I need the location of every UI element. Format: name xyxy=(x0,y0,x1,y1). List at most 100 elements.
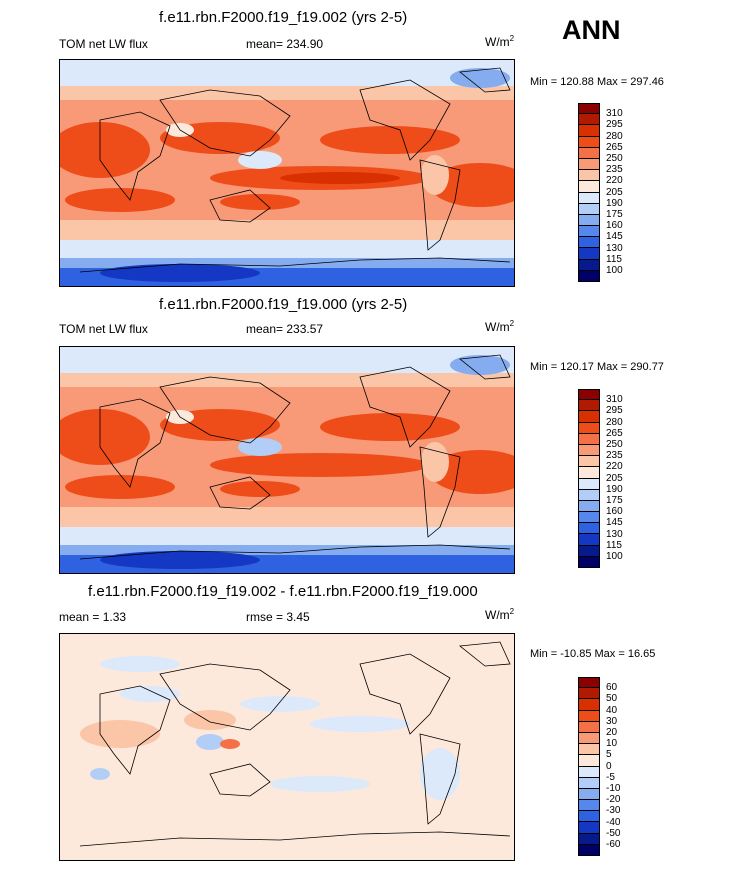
panel3-units: W/m2 xyxy=(485,607,515,622)
colorbar-segment xyxy=(578,777,600,789)
panel2-minmax: Min = 120.17 Max = 290.77 xyxy=(530,361,664,373)
colorbar-segment xyxy=(578,766,600,778)
colorbar-segment xyxy=(578,489,600,501)
panel2-units: W/m2 xyxy=(485,319,515,334)
colorbar-segment xyxy=(578,523,600,535)
colorbar-segment xyxy=(578,170,600,182)
colorbar-tick-label: 295 xyxy=(606,405,623,417)
panel2-colorbar xyxy=(578,389,600,568)
colorbar-segment xyxy=(578,744,600,756)
colorbar-segment xyxy=(578,444,600,457)
colorbar-tick-label: 310 xyxy=(606,394,623,406)
colorbar-segment xyxy=(578,822,600,834)
colorbar-tick-label: 10 xyxy=(606,738,618,750)
colorbar-tick-label: 130 xyxy=(606,528,623,540)
colorbar-segment xyxy=(578,411,600,423)
colorbar-segment xyxy=(578,125,600,137)
colorbar-segment xyxy=(578,534,600,546)
panel3-title: f.e11.rbn.F2000.f19_f19.002 - f.e11.rbn.… xyxy=(88,583,478,600)
colorbar-segment xyxy=(578,203,600,215)
colorbar-segment xyxy=(578,237,600,249)
colorbar-segment xyxy=(578,433,600,445)
panel1-title: f.e11.rbn.F2000.f19_f19.002 (yrs 2-5) xyxy=(159,9,408,26)
panel3-map xyxy=(59,633,515,861)
colorbar-tick-label: 160 xyxy=(606,220,623,232)
colorbar-tick-label: 310 xyxy=(606,108,623,120)
colorbar-tick-label: 115 xyxy=(606,539,622,551)
colorbar-tick-label: 205 xyxy=(606,472,623,484)
panel2-map xyxy=(59,346,515,574)
colorbar-segment xyxy=(578,214,600,227)
colorbar-segment xyxy=(578,500,600,513)
season-label: ANN xyxy=(562,15,621,45)
panel1-variable: TOM net LW flux xyxy=(59,37,148,51)
colorbar-tick-label: -20 xyxy=(606,794,621,806)
colorbar-segment xyxy=(578,844,600,856)
colorbar-segment xyxy=(578,688,600,700)
colorbar-tick-label: 265 xyxy=(606,141,623,153)
panel2-mean: mean= 233.57 xyxy=(246,322,324,336)
colorbar-segment xyxy=(578,103,600,115)
colorbar-tick-label: 20 xyxy=(606,727,618,738)
colorbar-segment xyxy=(578,259,600,271)
panel3-colorbar xyxy=(578,677,600,856)
colorbar-tick-label: 250 xyxy=(606,153,623,164)
panel1-units: W/m2 xyxy=(485,34,515,49)
colorbar-tick-label: 30 xyxy=(606,715,618,727)
colorbar-tick-label: -60 xyxy=(606,839,621,850)
colorbar-tick-label: 100 xyxy=(606,551,623,562)
colorbar-tick-label: 190 xyxy=(606,197,623,209)
colorbar-segment xyxy=(578,545,600,557)
colorbar-segment xyxy=(578,158,600,171)
colorbar-segment xyxy=(578,512,600,524)
colorbar-segment xyxy=(578,699,600,711)
colorbar-tick-label: 280 xyxy=(606,416,623,428)
colorbar-segment xyxy=(578,114,600,126)
colorbar-segment xyxy=(578,721,600,733)
colorbar-segment xyxy=(578,400,600,412)
colorbar-tick-label: 0 xyxy=(606,760,612,772)
colorbar-tick-label: 60 xyxy=(606,682,618,694)
panel3-rmse: rmse = 3.45 xyxy=(246,610,310,624)
colorbar-segment xyxy=(578,833,600,845)
colorbar-segment xyxy=(578,677,600,689)
colorbar-tick-label: -40 xyxy=(606,816,621,828)
colorbar-tick-label: 50 xyxy=(606,693,618,705)
panel1-map xyxy=(59,59,515,287)
colorbar-tick-label: -5 xyxy=(606,771,615,783)
panel1-mean: mean= 234.90 xyxy=(246,37,324,51)
colorbar-tick-label: 220 xyxy=(606,175,623,187)
colorbar-tick-label: 220 xyxy=(606,461,623,473)
colorbar-segment xyxy=(578,467,600,479)
panel3-mean: mean = 1.33 xyxy=(59,610,127,624)
colorbar-tick-label: 235 xyxy=(606,164,623,176)
colorbar-tick-label: -30 xyxy=(606,805,621,817)
colorbar-segment xyxy=(578,811,600,823)
colorbar-tick-label: 190 xyxy=(606,483,623,495)
panel3-minmax: Min = -10.85 Max = 16.65 xyxy=(530,648,656,660)
panel2-variable: TOM net LW flux xyxy=(59,322,148,336)
colorbar-tick-label: -10 xyxy=(606,783,621,794)
colorbar-segment xyxy=(578,710,600,722)
colorbar-segment xyxy=(578,788,600,801)
colorbar-tick-label: 100 xyxy=(606,265,623,276)
colorbar-segment xyxy=(578,226,600,238)
colorbar-tick-label: 175 xyxy=(606,495,623,506)
colorbar-segment xyxy=(578,147,600,159)
colorbar-tick-label: 250 xyxy=(606,439,623,450)
colorbar-segment xyxy=(578,136,600,148)
panel2-title: f.e11.rbn.F2000.f19_f19.000 (yrs 2-5) xyxy=(159,296,408,313)
colorbar-segment xyxy=(578,248,600,260)
colorbar-tick-label: 145 xyxy=(606,231,623,243)
colorbar-segment xyxy=(578,800,600,812)
colorbar-segment xyxy=(578,389,600,401)
colorbar-segment xyxy=(578,732,600,745)
colorbar-tick-label: -50 xyxy=(606,827,621,839)
colorbar-segment xyxy=(578,556,600,568)
colorbar-segment xyxy=(578,192,600,204)
colorbar-tick-label: 265 xyxy=(606,427,623,439)
colorbar-segment xyxy=(578,478,600,490)
colorbar-segment xyxy=(578,181,600,193)
colorbar-tick-label: 5 xyxy=(606,749,612,761)
colorbar-tick-label: 115 xyxy=(606,253,622,265)
